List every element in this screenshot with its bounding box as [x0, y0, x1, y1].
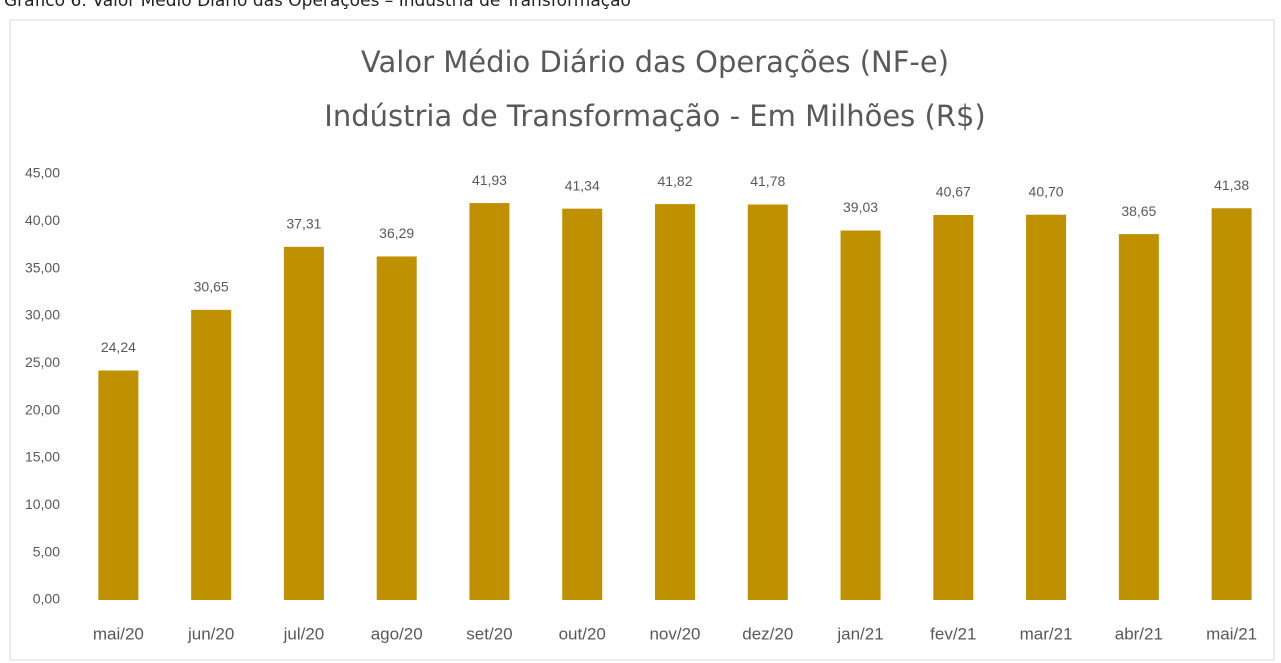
y-tick-label: 40,00 — [25, 212, 60, 228]
x-tick-label: fev/21 — [930, 624, 976, 643]
bar — [747, 204, 788, 600]
x-tick-label: jul/20 — [283, 624, 325, 643]
chart-frame — [9, 19, 1275, 661]
value-label: 40,67 — [936, 184, 971, 200]
y-tick-label: 35,00 — [25, 259, 60, 275]
chart-title: Valor Médio Diário das Operações (NF-e) — [361, 45, 949, 79]
x-tick-label: mai/21 — [1206, 624, 1257, 643]
caption: Gráfico 6: Valor Médio Diário das Operaç… — [4, 0, 631, 11]
x-tick-label: out/20 — [559, 624, 606, 643]
bar — [655, 204, 695, 600]
y-tick-label: 10,00 — [25, 496, 60, 512]
x-tick-label: ago/20 — [371, 624, 423, 643]
value-label: 30,65 — [194, 279, 229, 295]
bar — [376, 256, 417, 600]
bar — [1026, 214, 1067, 600]
bar — [933, 214, 974, 600]
value-label: 39,03 — [843, 199, 878, 215]
x-tick-label: mar/21 — [1020, 624, 1073, 643]
x-tick-label: dez/20 — [742, 624, 793, 643]
y-tick-label: 20,00 — [25, 401, 60, 417]
bar — [98, 370, 139, 600]
y-tick-label: 15,00 — [25, 449, 60, 465]
bar — [1118, 234, 1159, 600]
bar — [191, 309, 232, 600]
value-label: 38,65 — [1121, 203, 1156, 219]
x-tick-label: jan/21 — [836, 624, 883, 643]
x-tick-label: jun/20 — [187, 624, 234, 643]
value-label: 24,24 — [101, 339, 136, 355]
bar — [562, 208, 603, 600]
x-tick-label: abr/21 — [1115, 624, 1163, 643]
bar — [283, 246, 324, 601]
x-tick-label: set/20 — [466, 624, 512, 643]
y-tick-label: 30,00 — [25, 307, 60, 323]
y-tick-label: 5,00 — [33, 543, 60, 559]
value-label: 41,93 — [472, 172, 507, 188]
y-tick-label: 25,00 — [25, 354, 60, 370]
chart-title: Indústria de Transformação - Em Milhões … — [324, 99, 985, 133]
value-label: 41,82 — [657, 173, 692, 189]
bar — [469, 203, 510, 600]
value-label: 41,38 — [1214, 177, 1249, 193]
value-label: 37,31 — [286, 216, 321, 232]
value-label: 41,34 — [565, 177, 600, 193]
value-label: 41,78 — [750, 173, 785, 189]
x-tick-label: nov/20 — [649, 624, 700, 643]
y-tick-label: 0,00 — [33, 591, 60, 607]
y-tick-label: 45,00 — [25, 165, 60, 181]
bar — [1211, 208, 1252, 600]
value-label: 40,70 — [1029, 183, 1064, 199]
x-tick-label: mai/20 — [93, 624, 144, 643]
value-label: 36,29 — [379, 225, 414, 241]
bar — [840, 230, 881, 601]
